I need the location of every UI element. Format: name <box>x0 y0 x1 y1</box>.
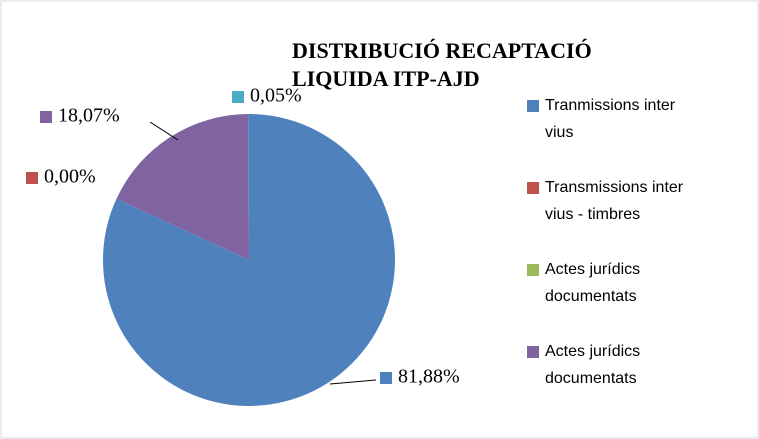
legend-label: Actes jurídics documentats <box>545 261 641 305</box>
legend-swatch <box>527 100 539 112</box>
leader-line <box>329 379 377 385</box>
label-swatch <box>40 111 52 123</box>
legend-swatch <box>527 182 539 194</box>
data-label: 81,88% <box>398 366 460 388</box>
chart-title: DISTRIBUCIÓ RECAPTACIÓ <box>292 38 592 63</box>
legend: Tranmissions inter vius Transmissions int… <box>527 92 687 420</box>
pie-slice <box>116 114 250 260</box>
legend-label: Actes jurídics documentats <box>545 343 641 387</box>
data-label: 0,00% <box>44 166 96 188</box>
legend-entry: Transmissions inter vius - timbres <box>527 174 687 228</box>
legend-entry: Tranmissions inter vius <box>527 92 687 146</box>
data-label: 18,07% <box>58 105 120 127</box>
label-swatch <box>26 172 38 184</box>
legend-label: Tranmissions inter vius <box>545 97 676 141</box>
label-swatch <box>380 372 392 384</box>
chart-title: LIQUIDA ITP-AJD <box>292 66 480 91</box>
legend-swatch <box>527 346 539 358</box>
pie-slice <box>102 114 396 406</box>
legend-swatch <box>527 264 539 276</box>
leader-line <box>149 121 179 141</box>
data-label: 0,05% <box>250 85 302 107</box>
legend-label: Transmissions inter vius - timbres <box>545 179 684 223</box>
legend-entry: Actes jurídics documentats <box>527 256 687 310</box>
label-swatch <box>232 91 244 103</box>
legend-entry: Actes jurídics documentats <box>527 338 687 392</box>
